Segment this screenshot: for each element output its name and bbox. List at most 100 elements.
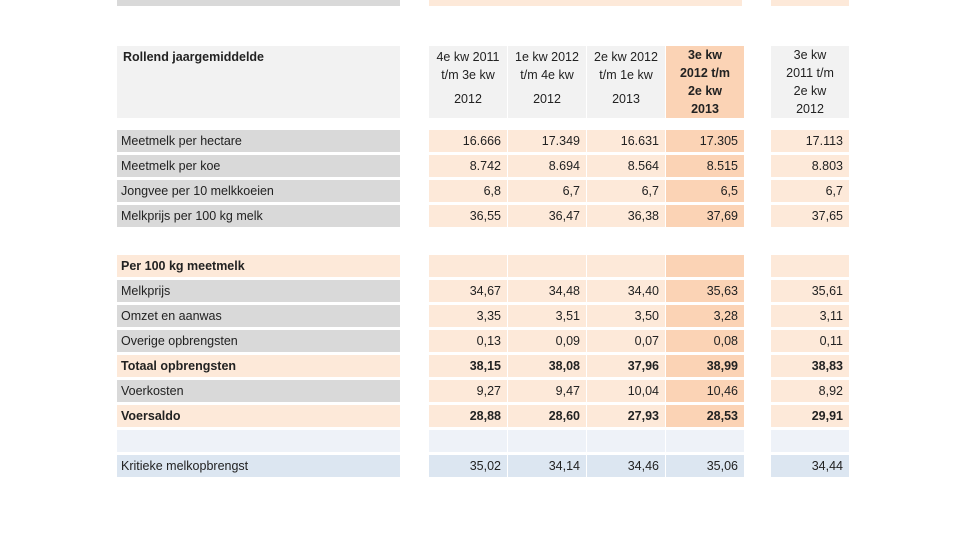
cell-value (738, 259, 744, 273)
cell-value: 0,11 (819, 334, 843, 348)
table-cell (587, 255, 665, 277)
table-cell: 6,8 (429, 180, 507, 202)
cell-value: 17.113 (805, 134, 843, 148)
column-header-line: 2011 t/m (786, 66, 834, 80)
cell-value: 0,13 (476, 334, 501, 348)
previous-table-strip-reference (771, 0, 849, 6)
table-cell: 38,99 (666, 355, 744, 377)
cell-value: 34,48 (548, 284, 580, 298)
table-cell: 3,11 (771, 305, 849, 327)
cell-value: 6,7 (641, 184, 659, 198)
table-row-label: Meetmelk per hectare (117, 130, 400, 152)
table-cell: 36,55 (429, 205, 507, 227)
cell-value: 34,44 (811, 459, 843, 473)
table-cell (508, 230, 586, 252)
row-label-text: Jongvee per 10 melkkoeien (121, 184, 274, 198)
column-header-1: 4e kw 2011 t/m 3e kw 2012 (429, 46, 507, 118)
table-row-label: Meetmelk per koe (117, 155, 400, 177)
table-cell: 28,88 (429, 405, 507, 427)
table-cell: 10,46 (666, 380, 744, 402)
cell-value (501, 259, 507, 273)
table-cell: 37,96 (587, 355, 665, 377)
table-row-label: Per 100 kg meetmelk (117, 255, 400, 277)
cell-value: 6,8 (483, 184, 501, 198)
table-cell: 16.631 (587, 130, 665, 152)
table-cell: 38,08 (508, 355, 586, 377)
cell-value: 8,92 (818, 384, 843, 398)
table-title: Rollend jaargemiddelde (123, 50, 265, 64)
column-header-line: 3e kw (687, 48, 723, 62)
cell-value (659, 259, 665, 273)
row-label-text: Meetmelk per koe (121, 159, 221, 173)
column-header-5: 3e kw 2011 t/m 2e kw 2012 (771, 46, 849, 118)
table-cell: 27,93 (587, 405, 665, 427)
cell-value: 29,91 (811, 409, 843, 423)
cell-value (738, 434, 744, 448)
table-cell: 37,69 (666, 205, 744, 227)
column-header-line: 2012 (454, 92, 482, 106)
cell-value: 3,51 (555, 309, 580, 323)
table-row-label: Voersaldo (117, 405, 400, 427)
table-cell: 8.694 (508, 155, 586, 177)
cell-value (501, 434, 507, 448)
cell-value (738, 234, 744, 248)
row-label-text: Voersaldo (121, 409, 181, 423)
table-cell: 38,15 (429, 355, 507, 377)
table-cell (508, 255, 586, 277)
table-cell: 34,14 (508, 455, 586, 477)
table-cell: 0,11 (771, 330, 849, 352)
previous-table-strip-values (429, 0, 742, 6)
cell-value: 35,63 (706, 284, 738, 298)
column-header-line: t/m 4e kw (520, 68, 574, 82)
table-row-label: Omzet en aanwas (117, 305, 400, 327)
cell-value (580, 234, 586, 248)
column-header-line: 2012 t/m (679, 66, 731, 80)
table-row-label: Melkprijs per 100 kg melk (117, 205, 400, 227)
cell-value: 17.349 (541, 134, 580, 148)
table-cell (666, 255, 744, 277)
cell-value: 16.666 (462, 134, 501, 148)
cell-value: 0,07 (634, 334, 659, 348)
column-header-line: 2013 (691, 102, 719, 116)
table-cell: 3,35 (429, 305, 507, 327)
column-header-3: 2e kw 2012 t/m 1e kw 2013 (587, 46, 665, 118)
table-cell: 35,06 (666, 455, 744, 477)
table-cell: 8.742 (429, 155, 507, 177)
cell-value: 34,14 (548, 459, 580, 473)
row-label-text: Meetmelk per hectare (121, 134, 242, 148)
table-cell (429, 230, 507, 252)
cell-value: 28,53 (706, 409, 738, 423)
row-label-text: Kritieke melkopbrengst (121, 459, 249, 473)
table-row-label: Kritieke melkopbrengst (117, 455, 400, 477)
column-header-line: 1e kw 2012 (515, 50, 579, 64)
column-header-line: t/m 3e kw (441, 68, 495, 82)
column-header-line: 2012 (533, 92, 561, 106)
cell-value: 0,09 (555, 334, 580, 348)
cell-value: 34,46 (627, 459, 659, 473)
table-row-label: Voerkosten (117, 380, 400, 402)
table-cell: 17.305 (666, 130, 744, 152)
cell-value: 8.564 (627, 159, 659, 173)
table-cell: 0,07 (587, 330, 665, 352)
row-label-text: Voerkosten (121, 384, 184, 398)
cell-value: 3,35 (476, 309, 501, 323)
table-cell: 8.803 (771, 155, 849, 177)
table-cell: 28,53 (666, 405, 744, 427)
table-cell: 8,92 (771, 380, 849, 402)
column-header-line: 2e kw (687, 84, 723, 98)
table-cell (429, 255, 507, 277)
table-cell: 0,09 (508, 330, 586, 352)
cell-value: 34,67 (469, 284, 501, 298)
cell-value: 10,04 (627, 384, 659, 398)
table-cell (771, 430, 849, 452)
row-label-text: Overige opbrengsten (121, 334, 238, 348)
table-cell (429, 430, 507, 452)
cell-value: 37,69 (706, 209, 738, 223)
table-cell: 3,50 (587, 305, 665, 327)
cell-value: 0,08 (713, 334, 738, 348)
table-cell: 9,27 (429, 380, 507, 402)
cell-value: 38,83 (811, 359, 843, 373)
cell-value (843, 259, 849, 273)
table-cell: 34,48 (508, 280, 586, 302)
table-cell: 6,5 (666, 180, 744, 202)
